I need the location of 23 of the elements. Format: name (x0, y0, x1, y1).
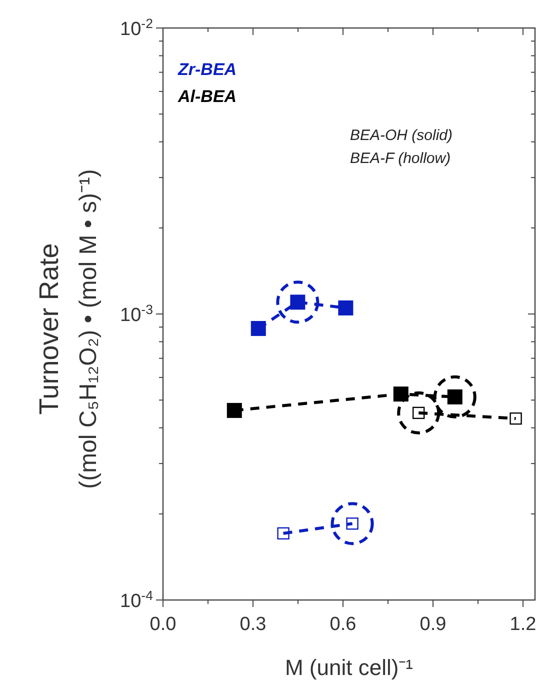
point (510, 412, 522, 425)
point (250, 320, 266, 336)
y-tick-label: 10$^{-3}$ (120, 302, 153, 326)
point (338, 300, 354, 316)
annotation: BEA-OH (solid) (350, 127, 453, 144)
point (433, 375, 476, 418)
point (277, 527, 290, 540)
y-tick-label: 10$^{-4}$ (120, 588, 153, 612)
point (397, 391, 440, 434)
x-tick-label: 0.9 (420, 614, 446, 635)
point (226, 402, 242, 418)
x-tick-label: 0.3 (240, 614, 266, 635)
x-tick-label: 1.2 (510, 614, 536, 635)
annotation: Zr-BEA (177, 60, 237, 79)
y-axis-title: Turnover Rate ((mol C₅H₁₂O₂) • (mol M • s)⁻¹) (34, 169, 102, 489)
annotation: BEA-F (hollow) (350, 150, 451, 167)
point (276, 280, 320, 324)
x-tick-label: 0.0 (150, 614, 176, 635)
point (330, 502, 374, 546)
annotation: Al-BEA (177, 87, 237, 106)
x-tick-label: 0.6 (330, 614, 356, 635)
y-tick-label: 10$^{-2}$ (120, 16, 153, 40)
x-axis-title: M (unit cell)⁻¹ (284, 655, 414, 680)
